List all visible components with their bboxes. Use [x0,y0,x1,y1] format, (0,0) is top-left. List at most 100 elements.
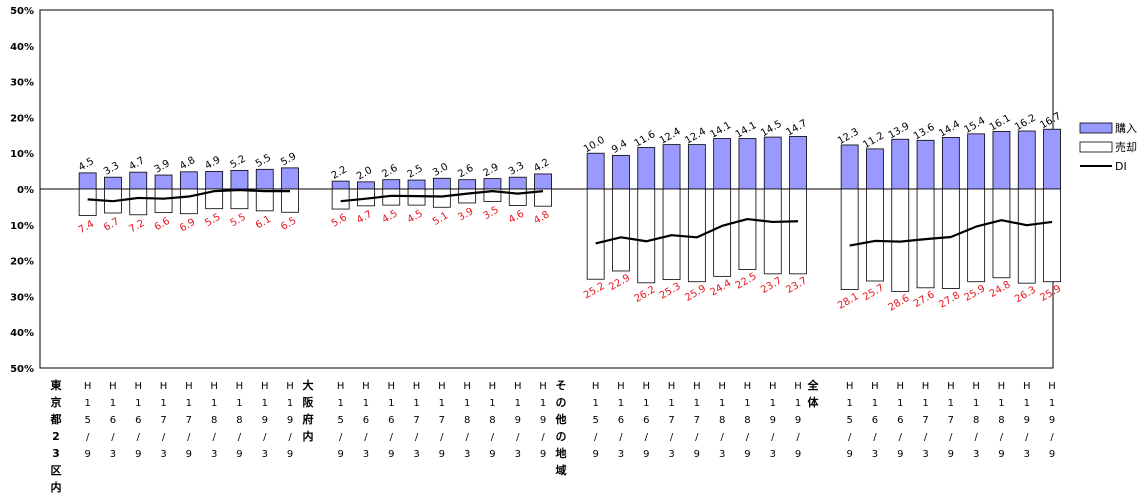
x-tick-label-char: 1 [1024,398,1030,409]
x-tick-label-char: H [998,381,1006,392]
di-series [87,188,1053,247]
buy-bar [866,148,884,190]
x-group-label-char: 東 [51,378,63,392]
x-tick-label-char: H [668,381,676,392]
sell-bar [281,188,299,213]
x-tick-label-char: 9 [592,449,598,460]
x-tick-label-char: 7 [413,415,419,426]
x-tick-label-char: 3 [1024,449,1030,460]
buy-bar [104,176,122,190]
y-tick-label: 30% [10,292,34,303]
buy-bar [357,181,375,190]
x-tick-label-char: 9 [337,449,343,460]
x-tick-label-char: 1 [643,398,649,409]
x-group-label-char: 全 [807,378,820,392]
x-tick-label-char: H [514,381,522,392]
x-tick-label-char: 6 [363,415,369,426]
x-tick-label-char: 1 [110,398,116,409]
x-tick-label-char: 7 [668,415,674,426]
buy-bar [255,168,274,190]
x-tick-label-char: / [339,432,343,443]
x-tick-label-char: H [896,381,904,392]
x-tick-label-char: 5 [84,415,90,426]
legend-buy-swatch [1079,122,1113,134]
x-tick-label-char: / [187,432,191,443]
x-tick-label-char: 1 [795,398,801,409]
x-tick-label-char: H [693,381,701,392]
sell-bar [1017,188,1036,284]
x-tick-label-char: H [387,381,395,392]
x-tick-label-char: / [771,432,775,443]
x-tick-label-char: H [286,381,294,392]
x-tick-label-char: 6 [897,415,903,426]
buy-bar [129,171,148,190]
x-tick-label-char: 3 [973,449,979,460]
sell-bar [255,188,274,212]
buy-bar [154,174,173,190]
x-group-label-char: 体 [808,395,820,409]
x-tick-label-char: 1 [668,398,674,409]
x-tick-label-char: / [899,432,903,443]
x-tick-label-char: 7 [694,415,700,426]
x-tick-label-char: / [212,432,216,443]
di-line [849,219,1053,247]
x-tick-label-char: 9 [439,449,445,460]
sell-bar [713,188,732,277]
x-tick-label-char: 8 [464,415,470,426]
buy-bar [967,133,986,190]
x-tick-label-char: 1 [262,398,268,409]
x-tick-label-char: / [440,432,444,443]
y-tick-label: 0% [17,185,34,196]
x-tick-label-char: 7 [922,415,928,426]
x-tick-label-char: 1 [744,398,750,409]
x-tick-label-char: / [238,432,242,443]
di-line [87,188,291,203]
x-tick-label-char: 7 [439,415,445,426]
x-tick-label-char: 9 [540,449,546,460]
x-tick-label-char: 3 [110,449,116,460]
x-tick-label-char: 9 [744,449,750,460]
sell-bar [738,188,757,270]
x-tick-label-char: 9 [948,449,954,460]
x-group-label-char: そ [556,379,567,392]
x-tick-label-char: 9 [795,415,801,426]
x-tick-label-char: 8 [973,415,979,426]
x-tick-label-char: 1 [872,398,878,409]
x-tick-label-char: 1 [1049,398,1055,409]
x-tick-label-char: H [362,381,370,392]
x-tick-label-char: 1 [846,398,852,409]
x-tick-label-char: H [846,381,854,392]
x-tick-label-char: 3 [719,449,725,460]
x-tick-label-char: H [642,381,650,392]
x-tick-label-char: 7 [160,415,166,426]
x-tick-label-char: / [111,432,115,443]
bar-series [78,128,1061,292]
x-tick-label-char: 1 [998,398,1004,409]
sell-bar [458,188,477,204]
x-tick-label-char: 7 [186,415,192,426]
x-tick-label-char: / [645,432,649,443]
x-tick-label-char: 9 [846,449,852,460]
x-tick-label-char: / [974,432,978,443]
x-tick-label-char: / [1025,432,1029,443]
x-tick-label-char: / [670,432,674,443]
legend-sell-label: 売却 [1115,141,1137,154]
x-tick-label-char: H [413,381,421,392]
x-tick-label-char: H [539,381,547,392]
sell-bar [230,188,249,210]
x-tick-label-char: / [86,432,90,443]
x-group-label-char: 京 [51,395,62,409]
x-tick-label-char: H [261,381,269,392]
sell-bar [586,188,605,280]
y-tick-label: 40% [10,328,34,339]
x-tick-label-char: 9 [694,449,700,460]
x-group-label-char: 大 [303,378,314,392]
x-tick-label-char: H [134,381,142,392]
x-group-label-char: 2 [52,430,60,443]
buy-bar [586,152,605,190]
x-tick-label-char: 1 [973,398,979,409]
x-tick-label-char: 9 [388,449,394,460]
x-axis-category-labels: H 1 5 / 9 H 1 6 / 3 H 1 6 / 9 H 1 7 / 3 H 1 7 / 9 H 1 8 / 3 H 1 8 / 9 H 1 9 / 3… [50,378,1056,494]
x-tick-label-char: / [924,432,928,443]
x-tick-label-char: / [415,432,419,443]
